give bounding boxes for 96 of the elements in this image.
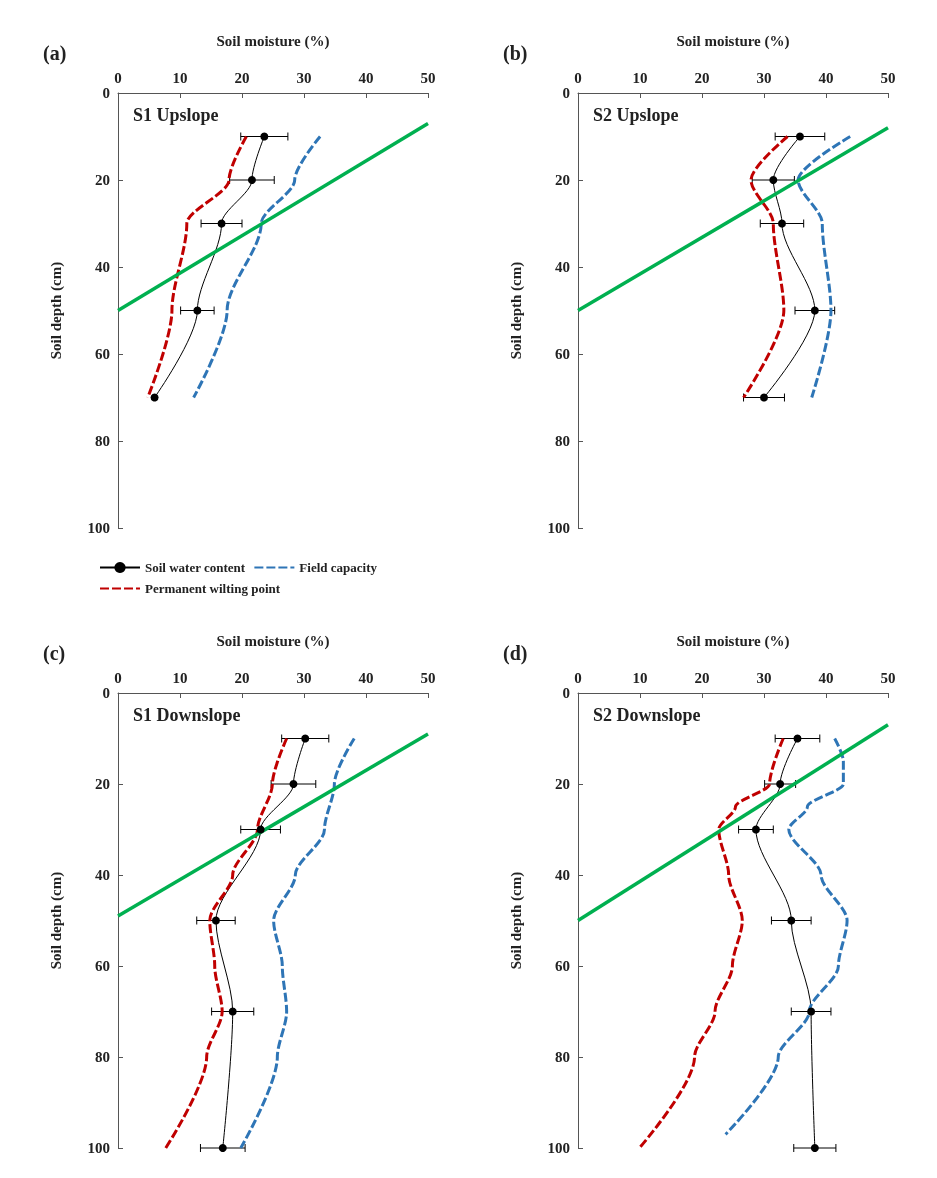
y-tick-label: 60	[555, 346, 570, 362]
point	[247, 176, 256, 184]
y-tick-label: 100	[87, 1140, 110, 1156]
y-tick-label: 20	[555, 776, 570, 792]
x-tick-label: 50	[880, 69, 896, 86]
text: S1 Upslope	[133, 105, 219, 125]
x-tick-label: 20	[694, 69, 710, 86]
y-tick-label: 80	[555, 433, 570, 449]
y-tick-label: 20	[95, 172, 110, 188]
x-axis-title: Soil moisture (%)	[216, 632, 330, 650]
y-tick-label: 100	[547, 1140, 570, 1156]
y-tick-label: 40	[95, 867, 110, 883]
x-tick-label: 10	[172, 669, 188, 686]
y-tick-label: 20	[555, 172, 570, 188]
line-series	[239, 737, 356, 1150]
point	[787, 916, 796, 925]
x-tick-label: 10	[632, 669, 648, 686]
x-tick-label: 20	[234, 669, 250, 686]
y-tick-label: 40	[95, 259, 110, 275]
x-tick-label: 50	[420, 69, 436, 86]
y-tick-label: 0	[102, 85, 110, 101]
text: S2 Upslope	[593, 105, 679, 125]
line-series	[724, 737, 849, 1136]
chart-title: (a)	[43, 42, 67, 65]
y-tick-label: 60	[95, 346, 110, 362]
point	[301, 734, 310, 743]
text: S1 Downslope	[133, 705, 241, 725]
y-tick-label: 0	[562, 85, 570, 101]
x-tick-label: 0	[114, 669, 122, 686]
y-tick-label: 100	[547, 520, 570, 536]
y-axis-title: Soil depth (cm)	[47, 871, 65, 970]
x-tick-label: 10	[632, 69, 648, 86]
line-series	[742, 135, 790, 399]
y-tick-label: 80	[95, 1049, 110, 1065]
x-tick-label: 0	[574, 669, 582, 686]
y-tick-label: 80	[555, 1049, 570, 1065]
line-series	[637, 737, 785, 1150]
y-axis-title: Soil depth (cm)	[47, 261, 65, 360]
y-tick-label: 40	[555, 259, 570, 275]
point	[193, 306, 202, 315]
line-series	[796, 135, 852, 399]
x-tick-label: 30	[756, 669, 772, 686]
y-tick-label: 60	[95, 958, 110, 974]
point	[150, 393, 159, 402]
y-tick-label: 0	[102, 685, 110, 701]
y-axis-title: Soil depth (cm)	[507, 261, 525, 360]
y-tick-label: 20	[95, 776, 110, 792]
y-axis-title: Soil depth (cm)	[507, 871, 525, 970]
y-tick-label: 60	[555, 958, 570, 974]
x-tick-label: 10	[172, 69, 188, 86]
x-tick-label: 50	[420, 669, 436, 686]
y-tick-label: 40	[555, 867, 570, 883]
point	[256, 825, 265, 834]
x-tick-label: 0	[574, 69, 582, 86]
x-tick-label: 50	[880, 669, 896, 686]
x-tick-label: 40	[358, 669, 374, 686]
x-axis-title: Soil moisture (%)	[216, 32, 330, 50]
point	[260, 132, 269, 141]
text: S2 Downslope	[593, 705, 701, 725]
line-series	[192, 135, 322, 399]
point	[289, 780, 298, 788]
point	[776, 780, 785, 788]
legend-label: Permanent wilting point	[145, 581, 281, 596]
x-tick-label: 40	[818, 69, 834, 86]
x-axis-title: Soil moisture (%)	[676, 32, 790, 50]
x-tick-label: 30	[756, 69, 772, 86]
point	[218, 1144, 227, 1152]
point	[810, 306, 819, 315]
x-tick-label: 0	[114, 69, 122, 86]
x-tick-label: 40	[358, 69, 374, 86]
x-axis-title: Soil moisture (%)	[676, 632, 790, 650]
point	[777, 219, 786, 228]
point	[810, 1144, 819, 1152]
point	[228, 1007, 237, 1016]
point	[751, 825, 760, 834]
point	[793, 734, 802, 743]
chart-title: (b)	[503, 42, 528, 65]
x-tick-label: 40	[818, 669, 834, 686]
point	[795, 132, 804, 141]
x-tick-label: 30	[296, 669, 312, 686]
point	[217, 219, 226, 228]
line-series	[164, 737, 289, 1150]
x-tick-label: 30	[296, 69, 312, 86]
x-tick-label: 20	[234, 69, 250, 86]
point	[211, 916, 220, 925]
y-tick-label: 100	[87, 520, 110, 536]
legend-label: Field capacity	[299, 560, 378, 575]
chart-title: (c)	[43, 642, 66, 665]
x-tick-label: 20	[694, 669, 710, 686]
y-tick-label: 80	[95, 433, 110, 449]
legend-label: Soil water content	[145, 560, 246, 575]
point	[807, 1007, 816, 1016]
point	[769, 176, 778, 184]
chart-title: (d)	[503, 642, 528, 665]
point	[760, 393, 768, 402]
y-tick-label: 0	[562, 685, 570, 701]
